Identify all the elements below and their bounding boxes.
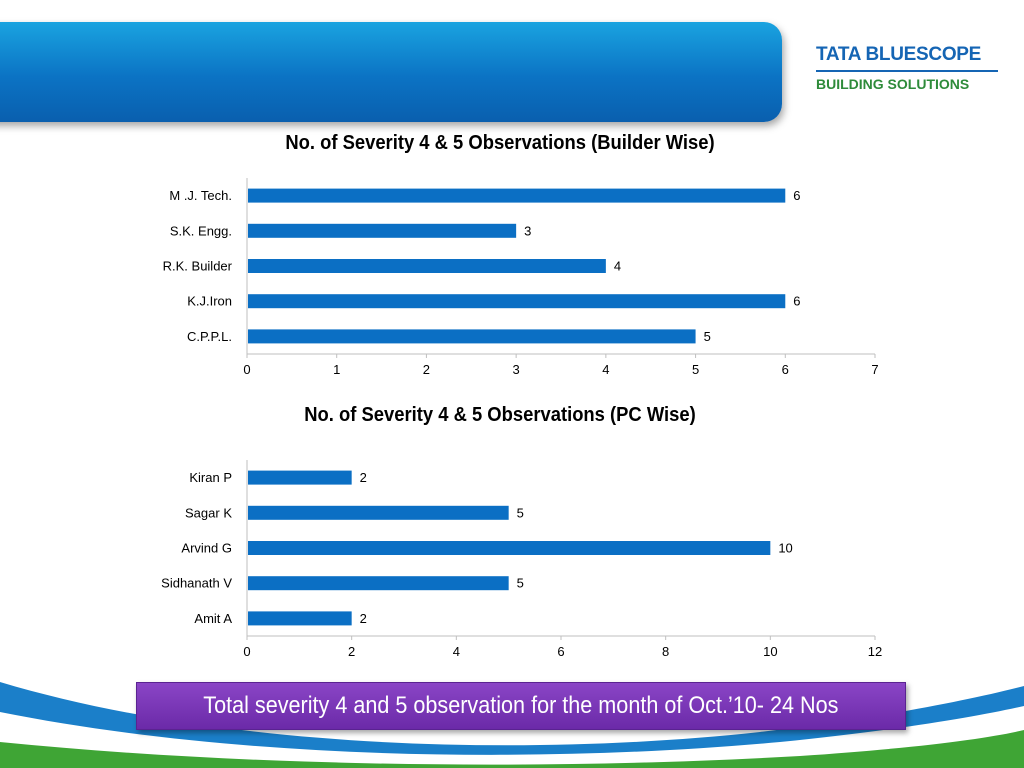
x-tick-label: 6 bbox=[557, 644, 564, 659]
x-tick-label: 3 bbox=[513, 362, 520, 377]
logo-brand: TATA BLUESCOPE bbox=[816, 44, 982, 65]
footer-wave bbox=[0, 682, 1024, 768]
logo-subtitle: BUILDING SOLUTIONS bbox=[816, 76, 970, 92]
category-label: C.P.P.L. bbox=[187, 329, 232, 344]
data-label: 2 bbox=[360, 611, 367, 626]
x-tick-label: 12 bbox=[868, 644, 882, 659]
x-tick-label: 2 bbox=[348, 644, 355, 659]
pc-wise-chart: Kiran P 2 Sagar K 5 Arvind G 10 Sidhanath V 5 Am… bbox=[161, 460, 882, 659]
logo-divider bbox=[816, 70, 998, 72]
footer-wave-white bbox=[0, 706, 1024, 768]
company-logo: TATA BLUESCOPE BUILDING SOLUTIONS bbox=[816, 44, 998, 92]
category-label: K.J.Iron bbox=[187, 294, 232, 309]
x-tick-label: 6 bbox=[782, 362, 789, 377]
x-tick-label: 4 bbox=[602, 362, 609, 377]
x-tick-label: 8 bbox=[662, 644, 669, 659]
bar bbox=[248, 611, 352, 626]
header-banner bbox=[0, 22, 782, 122]
x-tick-label: 10 bbox=[763, 644, 777, 659]
bar bbox=[248, 541, 771, 555]
bar bbox=[248, 329, 696, 344]
x-tick-label: 0 bbox=[243, 362, 250, 377]
data-label: 5 bbox=[517, 505, 524, 520]
data-label: 2 bbox=[360, 470, 367, 485]
category-label: S.K. Engg. bbox=[170, 223, 232, 238]
bar bbox=[248, 188, 786, 203]
x-tick-label: 0 bbox=[243, 644, 250, 659]
data-label: 10 bbox=[778, 541, 792, 556]
category-label: Amit A bbox=[194, 611, 232, 626]
data-label: 6 bbox=[793, 294, 800, 309]
bar bbox=[248, 470, 352, 485]
category-label: Sidhanath V bbox=[161, 576, 232, 591]
category-label: Kiran P bbox=[189, 470, 232, 485]
x-tick-label: 2 bbox=[423, 362, 430, 377]
pc-chart-title: No. of Severity 4 & 5 Observations (PC W… bbox=[304, 404, 696, 426]
builder-chart-title: No. of Severity 4 & 5 Observations (Buil… bbox=[285, 132, 715, 154]
builder-wise-chart: M .J. Tech. 6 S.K. Engg. 3 R.K. Builder 4 K.J.… bbox=[163, 178, 879, 377]
bar bbox=[248, 223, 517, 238]
bar bbox=[248, 294, 786, 309]
data-label: 5 bbox=[517, 576, 524, 591]
x-tick-label: 7 bbox=[871, 362, 878, 377]
category-label: Sagar K bbox=[185, 505, 232, 520]
x-tick-label: 4 bbox=[453, 644, 460, 659]
x-tick-label: 5 bbox=[692, 362, 699, 377]
data-label: 6 bbox=[793, 188, 800, 203]
category-label: M .J. Tech. bbox=[169, 188, 232, 203]
bar bbox=[248, 576, 509, 591]
category-label: R.K. Builder bbox=[163, 259, 233, 274]
x-tick-label: 1 bbox=[333, 362, 340, 377]
category-label: Arvind G bbox=[181, 541, 232, 556]
footer-wave-green bbox=[0, 730, 1024, 768]
bar bbox=[248, 505, 509, 520]
summary-banner: Total severity 4 and 5 observation for t… bbox=[136, 682, 906, 730]
data-label: 4 bbox=[614, 259, 621, 274]
data-label: 3 bbox=[524, 223, 531, 238]
bar bbox=[248, 259, 606, 273]
summary-text: Total severity 4 and 5 observation for t… bbox=[203, 692, 839, 719]
data-label: 5 bbox=[704, 329, 711, 344]
